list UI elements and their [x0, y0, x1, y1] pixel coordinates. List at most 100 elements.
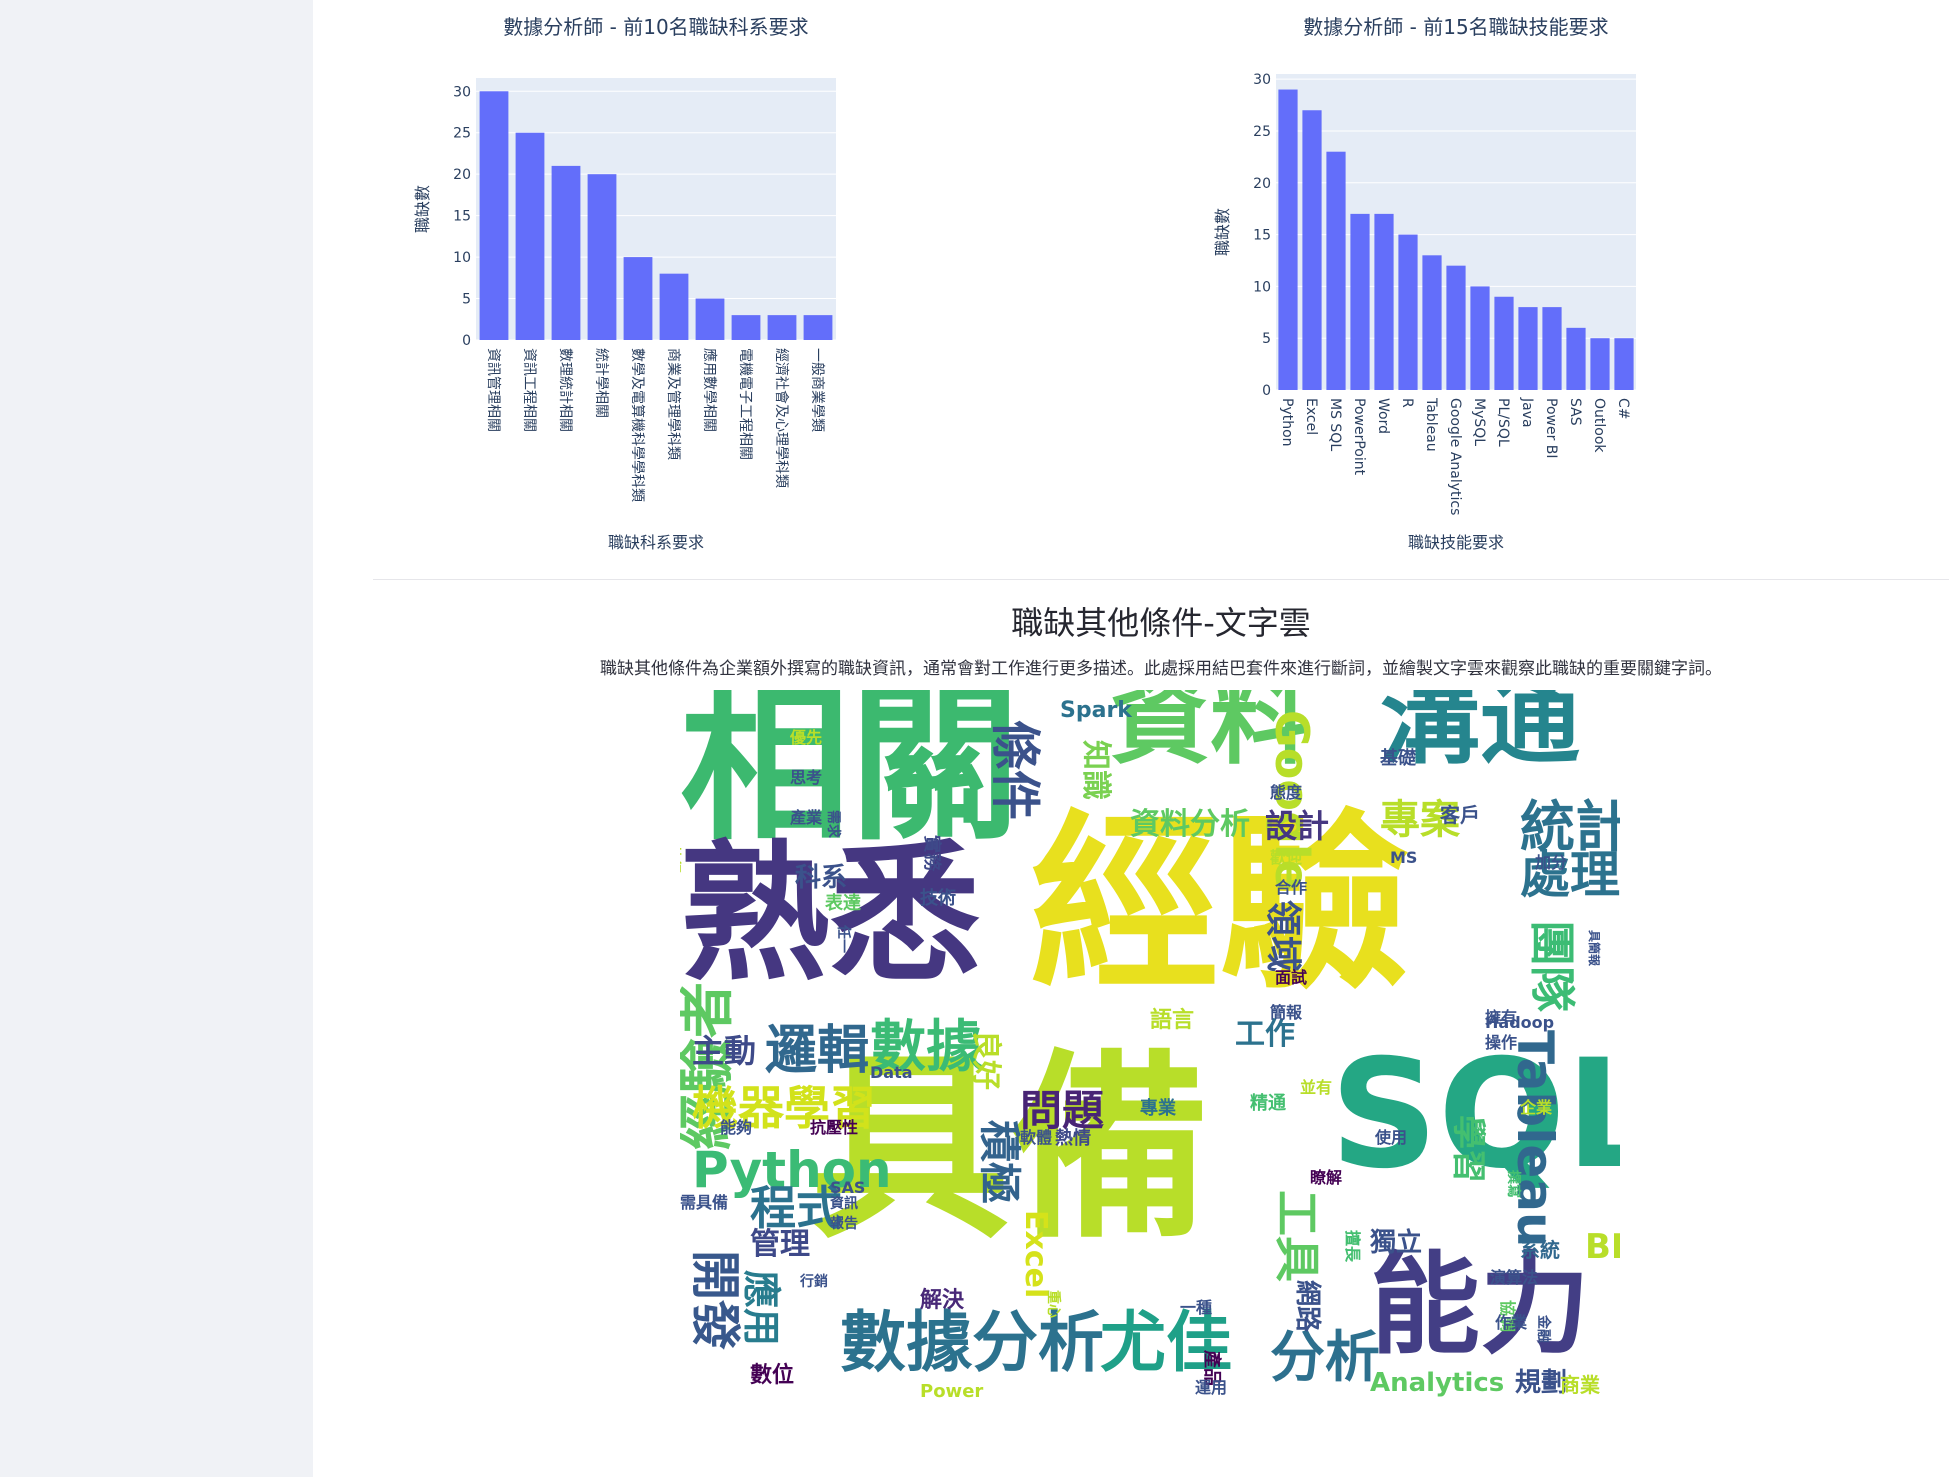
bar[interactable]: [1422, 255, 1442, 390]
wordcloud-word: 優先: [790, 728, 823, 747]
bar[interactable]: [1518, 307, 1538, 390]
bar[interactable]: [659, 273, 689, 340]
bar[interactable]: [1494, 296, 1514, 390]
y-tick-label: 25: [453, 126, 471, 142]
wordcloud-word: 簡報: [1270, 1003, 1303, 1022]
wordcloud-word: 熱情: [1055, 1128, 1091, 1149]
wordcloud-word: 團隊: [1525, 920, 1579, 1012]
wordcloud-word: 程式: [750, 1181, 842, 1235]
bar[interactable]: [515, 132, 545, 340]
wordcloud-word: 商業: [1560, 1373, 1600, 1397]
x-tick-label: 數理統計相關: [557, 348, 573, 432]
bar[interactable]: [1398, 234, 1418, 390]
wordcloud-word: 尤佳: [1100, 1304, 1232, 1381]
x-tick-label: C#: [1615, 398, 1631, 420]
wordcloud-word: 統計: [1520, 795, 1620, 859]
bar[interactable]: [1446, 265, 1466, 390]
wordcloud-word: 相關: [680, 690, 1021, 864]
y-tick-label: 0: [462, 333, 471, 349]
wordcloud-word: 歡迎: [1270, 848, 1303, 867]
x-tick-label: Python: [1279, 398, 1295, 447]
bar[interactable]: [1278, 89, 1298, 390]
x-tick-label: Outlook: [1591, 398, 1607, 453]
wordcloud-word: 精通: [1250, 1093, 1286, 1114]
wordcloud-word: Python: [692, 1141, 892, 1199]
wordcloud-word: 金融: [1535, 1315, 1551, 1343]
chart-title: 數據分析師 - 前10名職缺科系要求: [503, 15, 808, 39]
wordcloud-word: 專案: [1380, 797, 1460, 843]
wordcloud-description: 職缺其他條件為企業額外撰寫的職缺資訊，通常會對工作進行更多描述。此處採用結巴套件…: [600, 659, 1722, 679]
bar[interactable]: [479, 91, 509, 340]
bar[interactable]: [731, 315, 761, 340]
wordcloud-word: 作業: [1495, 1313, 1528, 1332]
bar[interactable]: [695, 298, 725, 340]
wordcloud-word: 主動: [692, 1032, 757, 1070]
wordcloud-word: 設計: [1265, 807, 1330, 845]
x-tick-label: Power BI: [1543, 398, 1559, 459]
wordcloud-word: 學習: [1448, 1115, 1488, 1183]
wordcloud-word: 獨立: [1370, 1228, 1423, 1258]
wordcloud-word: 擁有: [1485, 1008, 1518, 1027]
bar[interactable]: [1350, 213, 1370, 390]
bar[interactable]: [1542, 307, 1562, 390]
wordcloud-word: 並有: [1300, 1078, 1333, 1097]
bar[interactable]: [623, 257, 653, 340]
bar[interactable]: [1374, 213, 1394, 390]
wordcloud-word: 企業: [1520, 1098, 1553, 1117]
wordcloud-word: 網路: [1292, 1280, 1322, 1333]
wordcloud-word: 態度: [1270, 783, 1303, 802]
wordcloud-word: 一種: [1180, 1298, 1213, 1317]
x-tick-label: MySQL: [1471, 398, 1487, 446]
wordcloud-word: 能力: [1370, 1241, 1590, 1369]
x-tick-label: MS SQL: [1327, 398, 1343, 451]
x-tick-label: PowerPoint: [1351, 398, 1367, 476]
wordcloud-word: 數據: [870, 1015, 982, 1080]
wordcloud-word: 演算法: [1490, 1268, 1539, 1287]
bar[interactable]: [1566, 327, 1586, 390]
wordcloud-word: 實務: [921, 835, 942, 871]
wordcloud-image: 經驗 具備 相關 熟悉 SQL 資料 溝通 能力 數據分析 尤佳 數據 條件 經驗者 Python 統計 Ta…: [680, 690, 1620, 1400]
bar[interactable]: [1614, 338, 1634, 390]
x-tick-label: Google Analytics: [1447, 398, 1463, 515]
wordcloud-word: 管理: [750, 1227, 810, 1262]
bar[interactable]: [1326, 151, 1346, 390]
x-tick-label: 商業及管理學科類: [665, 348, 681, 460]
wordcloud-word: SAS: [830, 1178, 866, 1197]
bar[interactable]: [1590, 338, 1610, 390]
wordcloud-word: 客戶: [1440, 803, 1480, 827]
wordcloud-word: Power: [920, 1381, 984, 1401]
x-tick-label: 資訊管理相關: [485, 348, 501, 432]
wordcloud-word: 科系: [795, 863, 848, 893]
bar[interactable]: [1470, 286, 1490, 390]
wordcloud-word: 應用: [739, 1270, 783, 1347]
x-tick-label: 應用數學相關: [701, 348, 718, 432]
wordcloud-word: 報告: [830, 1216, 858, 1232]
wordcloud-word: 開發: [686, 1250, 744, 1350]
wordcloud-word: 具簡報: [1587, 930, 1601, 967]
wordcloud-word: SQL: [1330, 1028, 1620, 1202]
y-tick-label: 30: [453, 84, 471, 100]
wordcloud-word: 任一: [835, 925, 851, 953]
wordcloud-word: 處理: [1520, 846, 1620, 904]
bar[interactable]: [803, 315, 833, 340]
bar[interactable]: [767, 315, 797, 340]
wordcloud-word: 系統: [1520, 1238, 1560, 1262]
y-tick-label: 10: [453, 250, 471, 266]
y-tick-label: 5: [462, 292, 471, 308]
x-tick-label: 統計學相關: [593, 348, 609, 418]
wordcloud-word: 熟悉: [680, 828, 981, 1002]
bar[interactable]: [551, 165, 581, 340]
y-tick-label: 25: [1253, 124, 1271, 140]
y-tick-label: 15: [1253, 228, 1271, 244]
wordcloud-word: 使用: [1375, 1128, 1408, 1147]
y-tick-label: 10: [1253, 279, 1271, 295]
x-tick-label: 資訊工程相關: [521, 348, 537, 432]
x-tick-label: Java: [1519, 397, 1535, 428]
x-tick-label: SAS: [1567, 398, 1583, 426]
x-tick-label: Word: [1375, 398, 1391, 434]
wordcloud-word: 知識: [1078, 740, 1113, 800]
x-axis-title: 職缺科系要求: [608, 533, 704, 552]
wordcloud-word: 撰寫: [1505, 1170, 1521, 1198]
bar[interactable]: [1302, 110, 1322, 390]
bar[interactable]: [587, 174, 617, 340]
